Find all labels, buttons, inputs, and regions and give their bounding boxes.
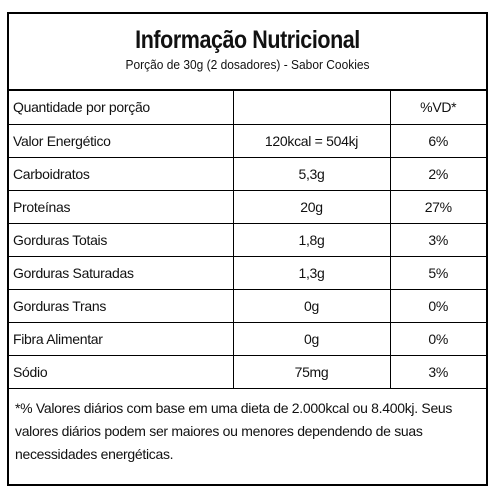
table-row: Sódio 75mg 3% bbox=[9, 355, 486, 389]
table-row: Gorduras Trans 0g 0% bbox=[9, 289, 486, 323]
nutrient-label: Gorduras Trans bbox=[9, 289, 233, 323]
table-row: Valor Energético 120kcal = 504kj 6% bbox=[9, 124, 486, 158]
nutrition-header: Informação Nutricional Porção de 30g (2 … bbox=[9, 14, 486, 91]
nutrient-daily-value: 27% bbox=[389, 190, 486, 224]
nutrient-daily-value: 6% bbox=[389, 124, 486, 158]
nutrient-label: Fibra Alimentar bbox=[9, 322, 233, 356]
nutrient-amount: 1,3g bbox=[232, 256, 390, 290]
nutrition-table: Quantidade por porção %VD* Valor Energét… bbox=[9, 91, 486, 389]
nutrient-amount: 5,3g bbox=[232, 157, 390, 191]
table-row: Fibra Alimentar 0g 0% bbox=[9, 322, 486, 356]
nutrient-label: Gorduras Totais bbox=[9, 223, 233, 257]
nutrient-daily-value: 0% bbox=[389, 289, 486, 323]
nutrient-amount: 75mg bbox=[232, 355, 390, 389]
nutrient-label: Sódio bbox=[9, 355, 233, 389]
nutrient-daily-value: 5% bbox=[389, 256, 486, 290]
nutrient-amount: 0g bbox=[232, 322, 390, 356]
nutrient-amount: 20g bbox=[232, 190, 390, 224]
nutrition-title: Informação Nutricional bbox=[135, 26, 360, 54]
nutrient-label: Carboidratos bbox=[9, 157, 233, 191]
table-header-row: Quantidade por porção %VD* bbox=[9, 91, 486, 125]
column-header-daily-value: %VD* bbox=[389, 91, 486, 125]
serving-size-subtitle: Porção de 30g (2 dosadores) - Sabor Cook… bbox=[125, 57, 370, 72]
daily-value-footnote: *% Valores diários com base em uma dieta… bbox=[15, 399, 453, 462]
table-row: Gorduras Totais 1,8g 3% bbox=[9, 223, 486, 257]
nutrient-label: Gorduras Saturadas bbox=[9, 256, 233, 290]
nutrient-daily-value: 2% bbox=[389, 157, 486, 191]
nutrient-label: Proteínas bbox=[9, 190, 233, 224]
table-row: Carboidratos 5,3g 2% bbox=[9, 157, 486, 191]
nutrient-daily-value: 3% bbox=[389, 223, 486, 257]
nutrient-amount: 120kcal = 504kj bbox=[232, 124, 390, 158]
nutrient-label: Valor Energético bbox=[9, 124, 233, 158]
nutrient-daily-value: 0% bbox=[389, 322, 486, 356]
nutrient-daily-value: 3% bbox=[389, 355, 486, 389]
nutrition-facts-panel: Informação Nutricional Porção de 30g (2 … bbox=[7, 12, 488, 486]
nutrient-amount: 1,8g bbox=[232, 223, 390, 257]
table-row: Gorduras Saturadas 1,3g 5% bbox=[9, 256, 486, 290]
column-header-quantity: Quantidade por porção bbox=[9, 91, 233, 125]
table-row: Proteínas 20g 27% bbox=[9, 190, 486, 224]
column-header-value bbox=[232, 91, 390, 125]
nutrient-amount: 0g bbox=[232, 289, 390, 323]
